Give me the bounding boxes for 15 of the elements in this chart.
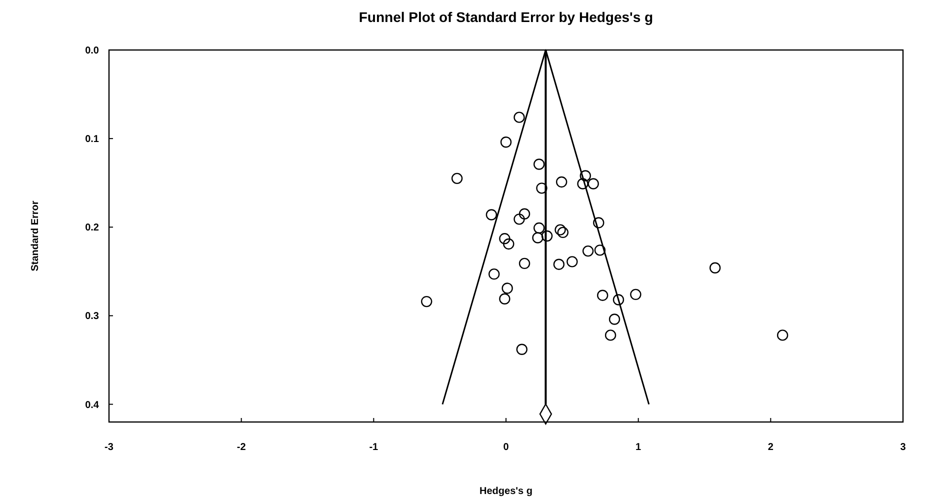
y-tick-label: 0.1: [85, 134, 100, 146]
x-tick-label: -2: [236, 442, 246, 453]
x-tick-label: -3: [104, 442, 114, 453]
x-tick-label: 2: [768, 442, 774, 453]
x-tick-label: -1: [369, 442, 379, 453]
chart-title: Funnel Plot of Standard Error by Hedges's g: [358, 9, 654, 25]
x-tick-label: 1: [636, 442, 642, 453]
x-tick-label: 3: [900, 442, 906, 453]
y-axis-title: Standard Error: [30, 200, 41, 272]
y-tick-label: 0.2: [85, 222, 100, 234]
y-tick-label: 0.4: [85, 400, 100, 411]
y-tick-label: 0.3: [85, 311, 100, 322]
y-tick-label: 0.0: [85, 46, 100, 56]
x-axis-title: Hedges's g: [480, 486, 532, 497]
x-tick-label: 0: [503, 442, 510, 453]
